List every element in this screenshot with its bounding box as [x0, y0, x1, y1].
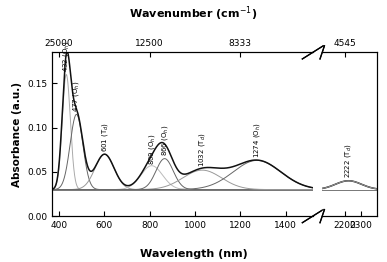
Text: 432 (O$_h$): 432 (O$_h$) — [61, 41, 71, 72]
Text: 1274 (O$_h$): 1274 (O$_h$) — [252, 122, 262, 158]
Y-axis label: Absorbance (a.u.): Absorbance (a.u.) — [12, 82, 22, 187]
Text: 1032 (T$_d$): 1032 (T$_d$) — [197, 133, 207, 167]
Text: Wavenumber (cm$^{-1}$): Wavenumber (cm$^{-1}$) — [129, 4, 258, 23]
Text: Wavelength (nm): Wavelength (nm) — [140, 249, 247, 259]
Text: 866 (O$_h$): 866 (O$_h$) — [159, 125, 170, 156]
Text: 601 (T$_d$): 601 (T$_d$) — [99, 121, 110, 151]
Text: 809 (O$_h$): 809 (O$_h$) — [147, 133, 157, 165]
Text: 2222 (T$_d$): 2222 (T$_d$) — [344, 144, 353, 178]
Text: 477 (O$_h$): 477 (O$_h$) — [72, 80, 82, 112]
